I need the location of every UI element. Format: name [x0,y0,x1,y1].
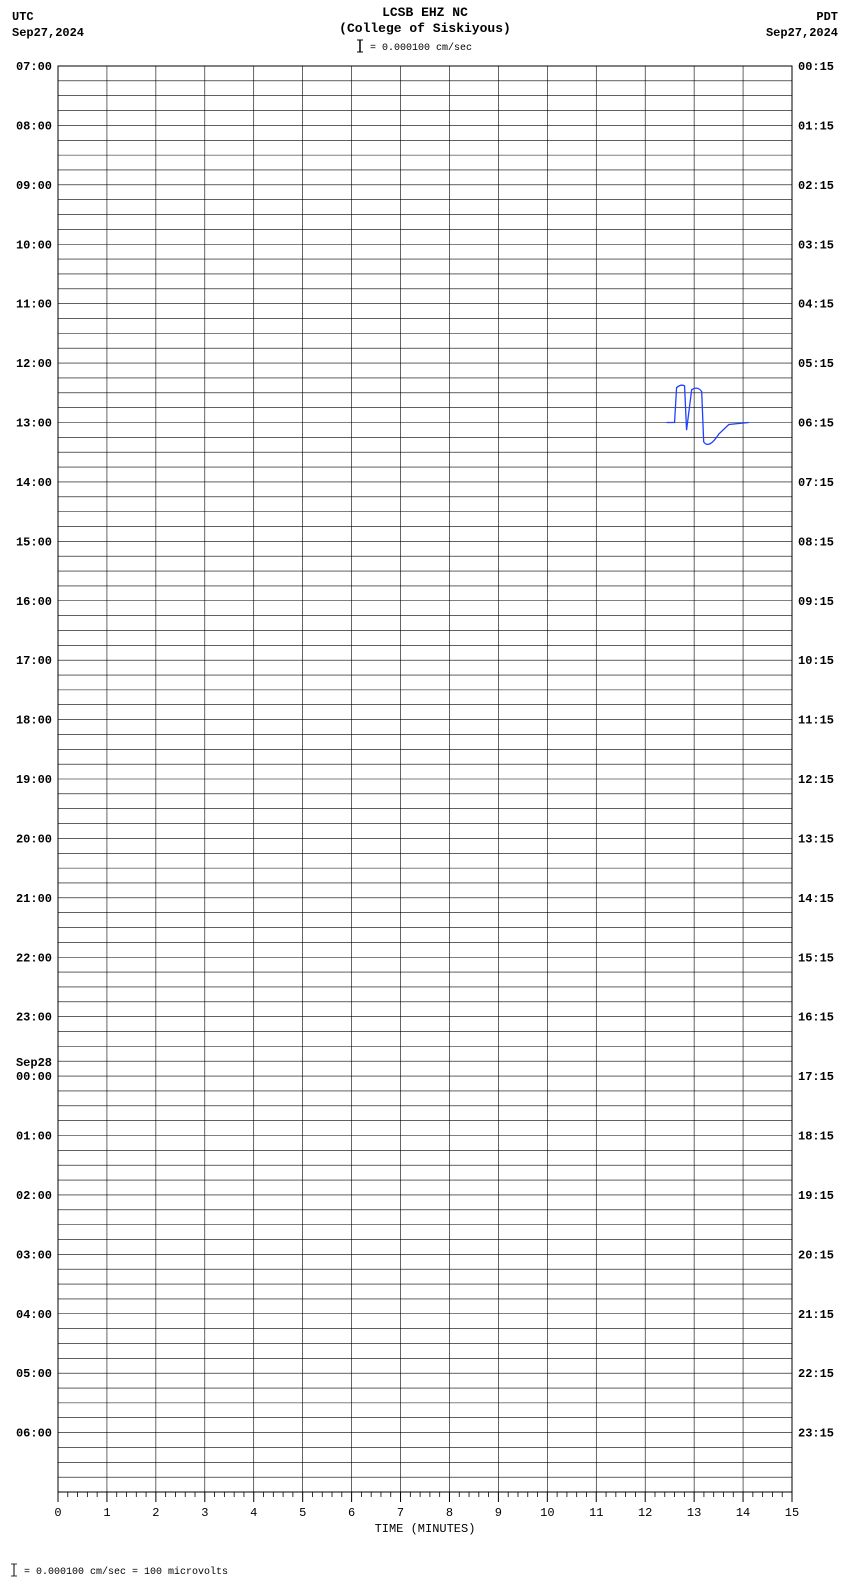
seismogram-plot: LCSB EHZ NC(College of Siskiyous) UTC Sep2… [0,0,850,1584]
utc-hour-label: 12:00 [16,357,52,371]
x-tick-label: 10 [540,1506,554,1520]
pdt-hour-label: 10:15 [798,654,834,668]
pdt-hour-label: 06:15 [798,417,834,431]
utc-hour-label: 21:00 [16,892,52,906]
x-tick-label: 1 [103,1506,110,1520]
utc-hour-label: 16:00 [16,595,52,609]
utc-hour-label: 06:00 [16,1427,52,1441]
x-tick-label: 8 [446,1506,453,1520]
utc-hour-label: 08:00 [16,119,52,133]
footer-text: = 0.000100 cm/sec = 100 microvolts [24,1566,228,1578]
pdt-hour-label: 08:15 [798,535,834,549]
utc-hour-label: 17:00 [16,654,52,668]
x-tick-label: 3 [201,1506,208,1520]
pdt-hour-label: 09:15 [798,595,834,609]
tz-right-label: PDT [816,10,838,24]
tz-left-date: Sep27,2024 [12,26,84,40]
x-tick-label: 11 [589,1506,603,1520]
x-tick-label: 15 [785,1506,799,1520]
tz-left-label: UTC [12,10,34,24]
pdt-hour-label: 13:15 [798,832,834,846]
station-name: (College of Siskiyous) [339,21,511,36]
utc-hour-label: 00:00 [16,1070,52,1084]
utc-hour-label: 20:00 [16,832,52,846]
x-tick-label: 9 [495,1506,502,1520]
tz-right-date: Sep27,2024 [766,26,838,40]
x-tick-label: 2 [152,1506,159,1520]
scale-text: = 0.000100 cm/sec [370,42,472,54]
utc-hour-label: 13:00 [16,417,52,431]
pdt-hour-label: 16:15 [798,1011,834,1025]
pdt-hour-label: 04:15 [798,298,834,312]
x-tick-label: 4 [250,1506,257,1520]
utc-hour-label: 14:00 [16,476,52,490]
pdt-hour-label: 19:15 [798,1189,834,1203]
pdt-hour-label: 07:15 [798,476,834,490]
station-code: LCSB EHZ NC [382,5,468,20]
utc-hour-label: 09:00 [16,179,52,193]
utc-hour-label: 10:00 [16,238,52,252]
pdt-hour-label: 03:15 [798,238,834,252]
pdt-hour-label: 05:15 [798,357,834,371]
utc-hour-label: 22:00 [16,951,52,965]
utc-hour-label: 07:00 [16,60,52,74]
utc-hour-label: 01:00 [16,1130,52,1144]
utc-hour-label: 02:00 [16,1189,52,1203]
x-axis-label: TIME (MINUTES) [375,1522,476,1536]
x-tick-label: 7 [397,1506,404,1520]
x-tick-label: 6 [348,1506,355,1520]
utc-hour-label: 05:00 [16,1367,52,1381]
pdt-hour-label: 15:15 [798,951,834,965]
x-tick-label: 5 [299,1506,306,1520]
pdt-hour-label: 01:15 [798,119,834,133]
utc-hour-label: 11:00 [16,298,52,312]
midnight-label: Sep28 [16,1056,52,1070]
utc-hour-label: 15:00 [16,535,52,549]
x-tick-label: 13 [687,1506,701,1520]
x-tick-label: 12 [638,1506,652,1520]
pdt-hour-label: 14:15 [798,892,834,906]
utc-hour-label: 19:00 [16,773,52,787]
pdt-hour-label: 18:15 [798,1130,834,1144]
pdt-hour-label: 02:15 [798,179,834,193]
utc-hour-label: 03:00 [16,1248,52,1262]
utc-hour-label: 23:00 [16,1011,52,1025]
pdt-hour-label: 21:15 [798,1308,834,1322]
x-tick-label: 14 [736,1506,750,1520]
pdt-hour-label: 23:15 [798,1427,834,1441]
pdt-hour-label: 12:15 [798,773,834,787]
pdt-hour-label: 00:15 [798,60,834,74]
utc-hour-label: 04:00 [16,1308,52,1322]
pdt-hour-label: 22:15 [798,1367,834,1381]
utc-hour-label: 18:00 [16,714,52,728]
pdt-hour-label: 11:15 [798,714,834,728]
pdt-hour-label: 20:15 [798,1248,834,1262]
x-tick-label: 0 [54,1506,61,1520]
pdt-hour-label: 17:15 [798,1070,834,1084]
